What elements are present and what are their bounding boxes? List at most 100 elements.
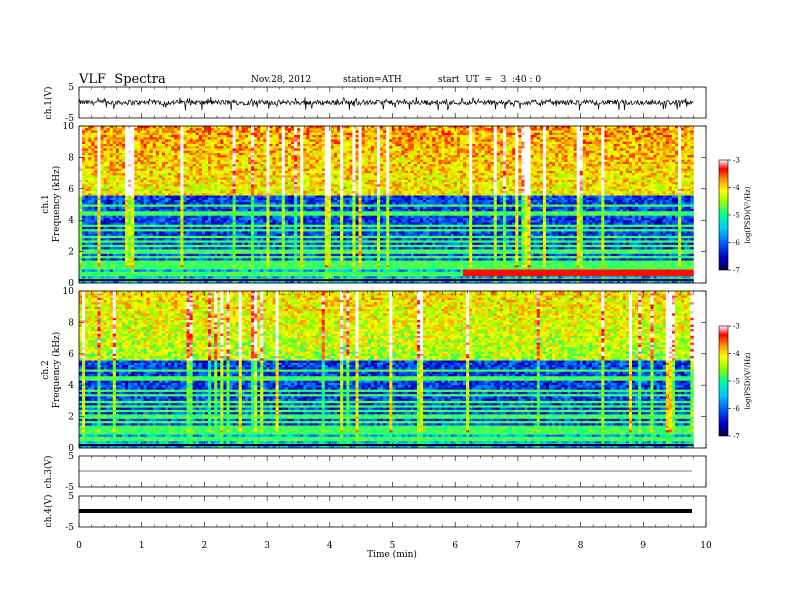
spectrogram-cell	[165, 148, 169, 151]
spectrogram-cell	[189, 132, 193, 136]
spectrogram-cell	[125, 202, 129, 205]
spectrogram-cell	[235, 130, 240, 134]
spectrogram-cell	[171, 143, 175, 147]
spectrogram-cell	[204, 251, 209, 255]
spectrogram-cell	[134, 213, 138, 217]
spectrogram-cell	[223, 260, 227, 264]
spectrogram-cell	[149, 280, 154, 284]
spectrogram-cell	[287, 267, 292, 270]
spectrogram-cell	[284, 177, 289, 181]
spectrogram-cell	[152, 182, 157, 185]
spectrogram-cell	[189, 202, 193, 205]
spectrogram-cell	[115, 233, 120, 237]
spectrogram-cell	[134, 186, 138, 190]
spectrogram-cell	[143, 242, 147, 246]
spectrogram-cell	[198, 213, 203, 217]
spectrogram-cell	[168, 188, 172, 192]
spectrogram-cell	[149, 224, 154, 228]
spectrogram-cell	[241, 262, 246, 266]
spectrogram-cell	[143, 141, 147, 145]
spectrogram-cell	[109, 267, 114, 270]
spectrogram-cell	[284, 242, 289, 246]
spectrogram-cell	[284, 256, 289, 259]
spectrogram-cell	[100, 152, 104, 156]
spectrogram-cell	[251, 233, 255, 237]
spectrogram-cell	[174, 262, 178, 266]
spectrogram-cell	[183, 164, 187, 167]
spectrogram-cell	[125, 220, 129, 223]
spectrogram-cell	[152, 175, 157, 178]
spectrogram-cell	[217, 126, 221, 129]
spectrogram-cell	[177, 224, 181, 228]
spectrogram-cell	[201, 251, 206, 255]
spectrogram-cell	[198, 188, 203, 192]
spectrogram-cell	[177, 211, 181, 214]
spectrogram-cell	[125, 244, 129, 248]
spectrogram-cell	[165, 155, 169, 158]
spectrogram-cell	[214, 265, 218, 268]
spectrogram-cell	[85, 173, 89, 176]
spectrogram-cell	[106, 242, 111, 246]
spectrogram-cell	[189, 146, 193, 149]
spectrogram-cell	[103, 184, 107, 187]
spectrogram-cell	[125, 253, 129, 257]
spectrogram-cell	[294, 128, 298, 131]
spectrogram-cell	[143, 271, 147, 275]
spectrogram-cell	[174, 195, 178, 199]
spectrogram-cell	[143, 233, 147, 237]
spectrogram-cell	[226, 220, 230, 223]
spectrogram-cell	[229, 164, 233, 167]
spectrogram-cell	[146, 128, 150, 131]
spectrogram-cell	[125, 128, 129, 131]
spectrogram-cell	[211, 148, 215, 151]
spectrogram-cell	[143, 258, 147, 261]
spectrogram-cell	[211, 258, 215, 261]
spectrogram-cell	[88, 260, 92, 264]
spectrogram-cell	[254, 191, 258, 194]
spectrogram-cell	[266, 229, 270, 232]
spectrogram-cell	[112, 276, 117, 279]
spectrogram-cell	[125, 231, 129, 234]
spectrogram-cell	[241, 143, 246, 147]
spectrogram-cell	[125, 206, 129, 210]
spectrogram-cell	[128, 215, 132, 219]
spectrogram-cell	[195, 265, 200, 268]
spectrogram-cell	[260, 195, 264, 199]
spectrogram-cell	[247, 143, 252, 147]
spectrogram-cell	[186, 139, 190, 142]
spectrogram-cell	[260, 200, 264, 203]
spectrogram-cell	[79, 260, 83, 264]
spectrogram-cell	[122, 274, 126, 277]
spectrogram-cell	[238, 177, 243, 181]
spectrogram-cell	[251, 177, 255, 181]
spectrogram-cell	[208, 141, 212, 145]
spectrogram-cell	[195, 253, 200, 257]
spectrogram-cell	[229, 150, 233, 154]
spectrogram-cell	[192, 146, 197, 149]
spectrogram-cell	[272, 206, 276, 210]
spectrogram-cell	[223, 276, 227, 279]
spectrogram-cell	[171, 211, 175, 214]
spectrogram-cell	[91, 244, 95, 248]
spectrogram-cell	[122, 146, 126, 149]
spectrogram-cell	[260, 141, 264, 145]
spectrogram-cell	[244, 179, 249, 183]
spectrogram-cell	[115, 256, 120, 259]
spectrogram-cell	[198, 177, 203, 181]
spectrogram-cell	[220, 260, 224, 264]
spectrogram-cell	[287, 276, 292, 279]
spectrogram-cell	[281, 251, 286, 255]
spectrogram-cell	[180, 170, 184, 174]
spectrogram-cell	[195, 197, 200, 201]
spectrogram-cell	[94, 242, 98, 246]
spectrogram-cell	[192, 132, 197, 136]
spectrogram-cell	[174, 247, 178, 250]
spectrogram-cell	[97, 220, 101, 223]
ch1-waveform-ylabel: ch.1(V)	[43, 87, 54, 120]
spectrogram-cell	[79, 262, 83, 266]
spectrogram-cell	[214, 168, 218, 172]
spectrogram-cell	[247, 150, 252, 154]
spectrogram-cell	[122, 139, 126, 142]
spectrogram-cell	[158, 168, 163, 172]
spectrogram-cell	[183, 179, 187, 183]
